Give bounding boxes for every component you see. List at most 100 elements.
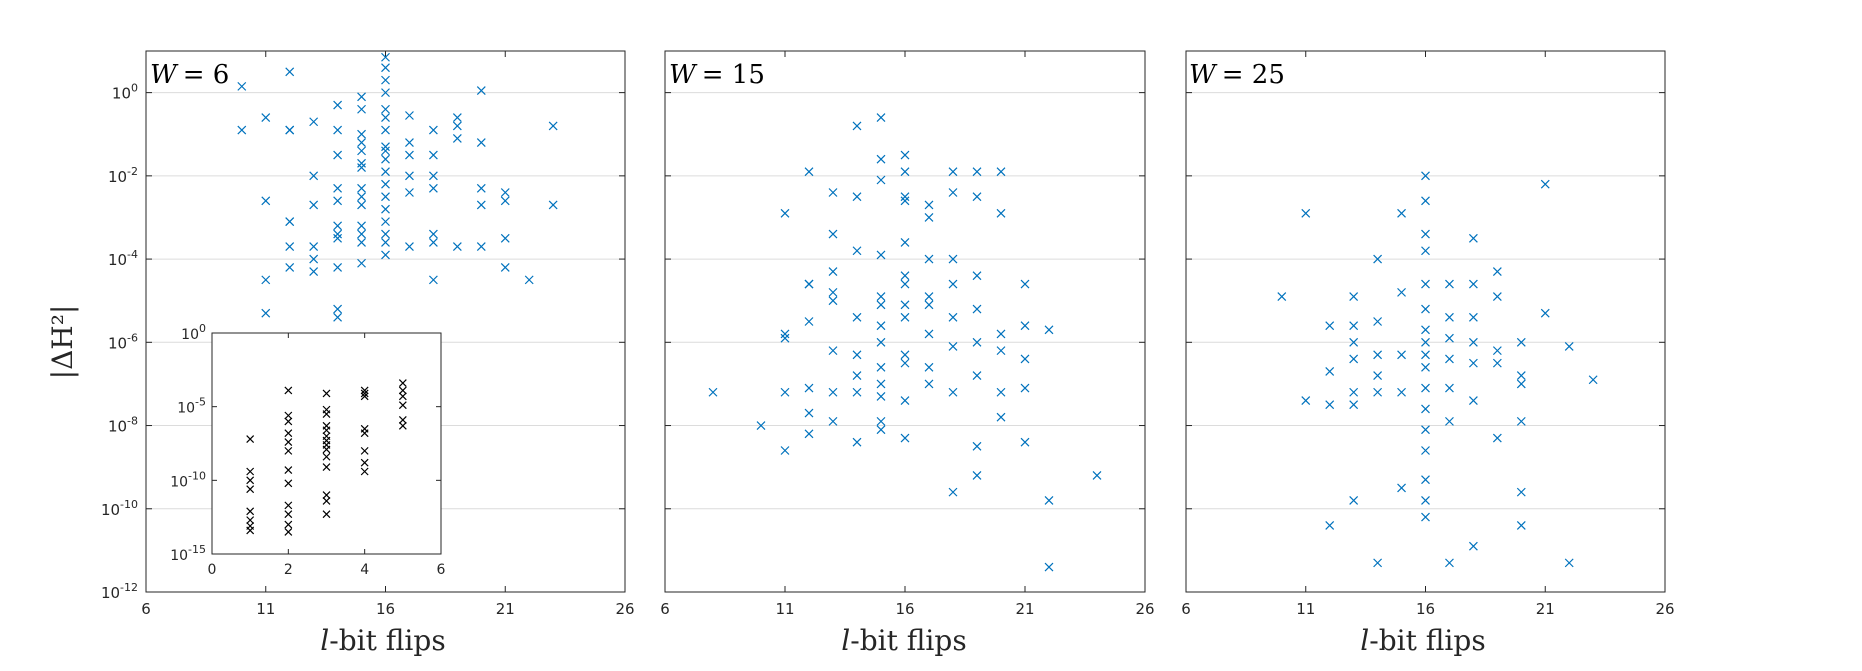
panel-w6-point-56 bbox=[381, 192, 390, 202]
inset-point-28 bbox=[322, 445, 331, 454]
panel-w6-xtick-label-1: 11 bbox=[256, 600, 275, 618]
panel-w15-point-87 bbox=[1020, 321, 1030, 331]
panel-w15-point-20 bbox=[828, 387, 838, 397]
inset-ytick-label-0-exp: 0 bbox=[199, 322, 206, 335]
panel-w15-point-47 bbox=[900, 238, 910, 247]
panel-w15-point-77 bbox=[972, 371, 982, 381]
inset-point-12 bbox=[284, 438, 293, 446]
panel-w6-ytick-label-6: 10-12 bbox=[101, 581, 138, 602]
panel-w15-point-7 bbox=[804, 167, 814, 177]
panel-w15-xtick-label-0: 6 bbox=[660, 600, 670, 618]
panel-w15-point-83 bbox=[996, 346, 1006, 356]
panel-w6-ytick-label-4: 10-8 bbox=[108, 415, 138, 436]
panel-w25-grid bbox=[1186, 92, 1665, 593]
panel-w6-xtick-label-0: 6 bbox=[141, 600, 151, 618]
panel-w6-point-57 bbox=[381, 204, 390, 214]
panel-w25-point-70 bbox=[1564, 558, 1574, 568]
panel-w15-point-22 bbox=[852, 121, 862, 131]
panel-w15-point-39 bbox=[876, 379, 886, 389]
panel-w6-point-70 bbox=[428, 171, 438, 181]
panel-w6-point-84 bbox=[500, 188, 510, 197]
panel-w15-point-49 bbox=[900, 279, 910, 289]
panel-w15-point-44 bbox=[900, 167, 910, 177]
panel-w25-point-12 bbox=[1349, 400, 1359, 410]
panel-w6-point-39 bbox=[357, 200, 366, 210]
panel-w15-point-94 bbox=[1092, 471, 1102, 480]
inset-point-13 bbox=[284, 446, 293, 455]
inset-point-18 bbox=[284, 520, 293, 529]
panel-w6-point-72 bbox=[428, 229, 438, 239]
panel-w6-point-2 bbox=[261, 113, 271, 123]
panel-w25-point-54 bbox=[1468, 396, 1478, 405]
panel-w25-point-5 bbox=[1325, 400, 1335, 410]
inset-ytick-label-3-exp: -15 bbox=[188, 543, 206, 556]
panel-w15-point-10 bbox=[804, 317, 814, 326]
panel-w15-point-76 bbox=[972, 337, 982, 347]
inset-point-43 bbox=[398, 386, 407, 395]
panel-w15-point-0 bbox=[708, 387, 718, 397]
panel-w15-point-37 bbox=[876, 337, 886, 347]
panel-w6-point-54 bbox=[381, 167, 390, 177]
panel-w15-point-74 bbox=[972, 271, 982, 281]
panel-w6-point-38 bbox=[357, 192, 366, 202]
panel-w15-point-24 bbox=[852, 246, 862, 256]
inset-point-29 bbox=[322, 452, 331, 461]
panel-w15-point-61 bbox=[924, 329, 934, 339]
panel-w25-point-37 bbox=[1421, 425, 1430, 435]
panel-w15-point-5 bbox=[780, 387, 790, 397]
panel-w15-point-59 bbox=[924, 292, 934, 301]
panel-w25-xtick-label-4: 26 bbox=[1655, 600, 1674, 618]
panel-w25-point-33 bbox=[1421, 350, 1430, 360]
panel-w6-point-86 bbox=[500, 233, 510, 243]
panel-w6-point-14 bbox=[309, 171, 319, 181]
panel-w6-ytick-label-3-base: 10 bbox=[108, 334, 127, 352]
panel-w25-point-36 bbox=[1421, 404, 1430, 414]
panel-w6-point-90 bbox=[548, 200, 558, 210]
inset-point-2 bbox=[246, 476, 255, 485]
panel-w15-point-11 bbox=[804, 383, 814, 393]
panel-w6-point-64 bbox=[405, 150, 414, 160]
panel-w6-point-37 bbox=[357, 183, 366, 193]
panel-w15-point-2 bbox=[780, 208, 790, 218]
panel-w15: 6 11 16 21 26 W = 15 l-bit flips bbox=[660, 50, 1155, 657]
panel-w25-point-58 bbox=[1492, 346, 1502, 356]
panel-w15-point-82 bbox=[996, 329, 1006, 339]
panel-w6-ytick-label-5: 10-10 bbox=[101, 498, 138, 519]
panel-w15-point-60 bbox=[924, 300, 934, 310]
panel-w6-ytick-label-2-base: 10 bbox=[108, 251, 127, 269]
panel-w25-point-42 bbox=[1445, 279, 1454, 289]
panel-w25-xtick-label-2: 16 bbox=[1416, 600, 1435, 618]
panel-w25-point-3 bbox=[1325, 321, 1335, 331]
panel-w6-point-24 bbox=[333, 221, 343, 231]
panel-w25-point-45 bbox=[1445, 354, 1454, 364]
panel-w15-point-55 bbox=[900, 433, 910, 443]
panel-w15-point-32 bbox=[876, 175, 886, 185]
panel-w6-point-73 bbox=[428, 238, 438, 247]
panel-w25-point-4 bbox=[1325, 367, 1335, 376]
panel-w25-ticks: 6 11 16 21 26 bbox=[1181, 51, 1675, 618]
panel-w6-point-10 bbox=[285, 217, 295, 227]
panel-w6-ytick-label-4-exp: -8 bbox=[127, 415, 138, 428]
panel-w25-title-value: = 25 bbox=[1222, 60, 1285, 90]
inset-point-1 bbox=[246, 467, 255, 476]
panel-w15-point-92 bbox=[1044, 496, 1054, 505]
inset-point-40 bbox=[360, 458, 369, 467]
panel-w6-point-29 bbox=[333, 312, 343, 322]
panel-w15-point-70 bbox=[948, 387, 958, 397]
panel-w6-point-0 bbox=[237, 125, 247, 135]
panel-w15-point-28 bbox=[852, 387, 862, 397]
panel-w15-point-4 bbox=[780, 333, 790, 343]
panel-w15-point-23 bbox=[852, 192, 862, 202]
panel-w15-point-88 bbox=[1020, 354, 1030, 364]
panel-w6-point-25 bbox=[333, 229, 343, 239]
panel-w15-point-51 bbox=[900, 312, 910, 322]
panel-w6-point-1 bbox=[237, 81, 247, 91]
panel-w15-point-71 bbox=[948, 487, 958, 497]
panel-w15-axes-box bbox=[664, 50, 1146, 593]
inset-point-47 bbox=[398, 421, 407, 430]
panel-w25-point-18 bbox=[1373, 387, 1383, 397]
panel-w15-point-36 bbox=[876, 321, 886, 331]
panel-w25-axes-box bbox=[1185, 50, 1666, 593]
panel-w6-point-78 bbox=[452, 242, 462, 252]
